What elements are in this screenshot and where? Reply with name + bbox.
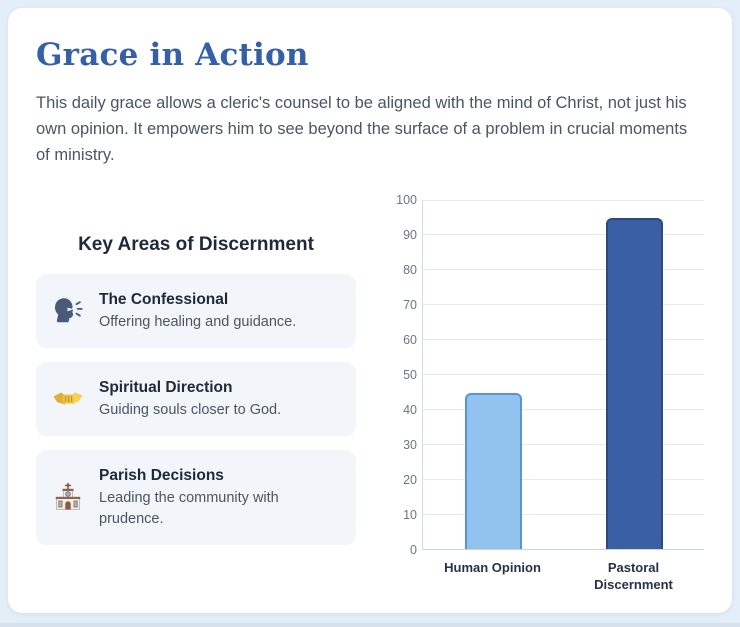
list-item-description: Guiding souls closer to God. <box>99 402 282 418</box>
speaking-head-icon <box>55 298 83 323</box>
y-tick-label: 100 <box>396 193 417 207</box>
grid-line <box>423 304 704 305</box>
grid-line <box>423 234 704 235</box>
content-card: Grace in Action This daily grace allows … <box>8 8 732 613</box>
list-item-spiritual-direction: Spiritual Direction Guiding souls closer… <box>36 362 356 436</box>
y-tick-label: 30 <box>403 438 417 452</box>
x-axis-label: Pastoral Discernment <box>594 560 673 592</box>
chart-x-axis-labels: Human Opinion Pastoral Discernment <box>422 559 704 603</box>
y-tick-label: 10 <box>403 508 417 522</box>
list-item-text: Spiritual Direction Guiding souls closer… <box>99 377 281 421</box>
y-tick-label: 70 <box>403 298 417 312</box>
list-item-text: The Confessional Offering healing and gu… <box>99 289 296 333</box>
y-tick-label: 60 <box>403 333 417 347</box>
list-item-text: Parish Decisions Leading the community w… <box>99 465 340 530</box>
grid-line <box>423 479 704 480</box>
list-item-confessional: The Confessional Offering healing and gu… <box>36 274 356 348</box>
intro-paragraph: This daily grace allows a cleric's couns… <box>36 94 688 164</box>
key-areas-heading: Key Areas of Discernment <box>78 234 314 255</box>
grid-line <box>423 409 704 410</box>
y-tick-label: 0 <box>410 543 417 557</box>
bar-human-opinion <box>465 393 522 549</box>
list-item-title: The Confessional <box>99 291 229 308</box>
key-areas-section: Key Areas of Discernment The Confessiona… <box>36 192 356 603</box>
y-tick-label: 50 <box>403 368 417 382</box>
list-item-description: Leading the community with prudence. <box>99 490 279 527</box>
grid-line <box>423 444 704 445</box>
chart-section: 0 10 20 30 40 50 60 70 80 90 100 Human Opinion Past… <box>382 192 704 603</box>
key-areas-list: The Confessional Offering healing and gu… <box>36 274 356 545</box>
list-item-title: Parish Decisions <box>99 467 224 484</box>
grid-line <box>423 269 704 270</box>
list-item-title: Spiritual Direction <box>99 379 233 396</box>
church-icon <box>55 482 81 510</box>
two-column-layout: Key Areas of Discernment The Confessiona… <box>36 192 704 603</box>
y-tick-label: 40 <box>403 403 417 417</box>
y-tick-label: 90 <box>403 228 417 242</box>
grid-line <box>423 339 704 340</box>
y-tick-label: 80 <box>403 263 417 277</box>
x-axis-label: Human Opinion <box>444 560 541 575</box>
page-title: Grace in Action <box>36 37 309 73</box>
chart-plot-area: 0 10 20 30 40 50 60 70 80 90 100 <box>396 193 704 557</box>
grid-line <box>423 200 704 201</box>
grid-line <box>423 514 704 515</box>
list-item-description: Offering healing and guidance. <box>99 314 297 330</box>
bar-chart: 0 10 20 30 40 50 60 70 80 90 100 Human Opinion Past… <box>382 193 704 603</box>
list-item-parish-decisions: Parish Decisions Leading the community w… <box>36 450 356 545</box>
grid-line <box>423 374 704 375</box>
bar-pastoral-discernment <box>606 218 663 549</box>
handshake-icon <box>53 392 83 405</box>
y-tick-label: 20 <box>403 473 417 487</box>
